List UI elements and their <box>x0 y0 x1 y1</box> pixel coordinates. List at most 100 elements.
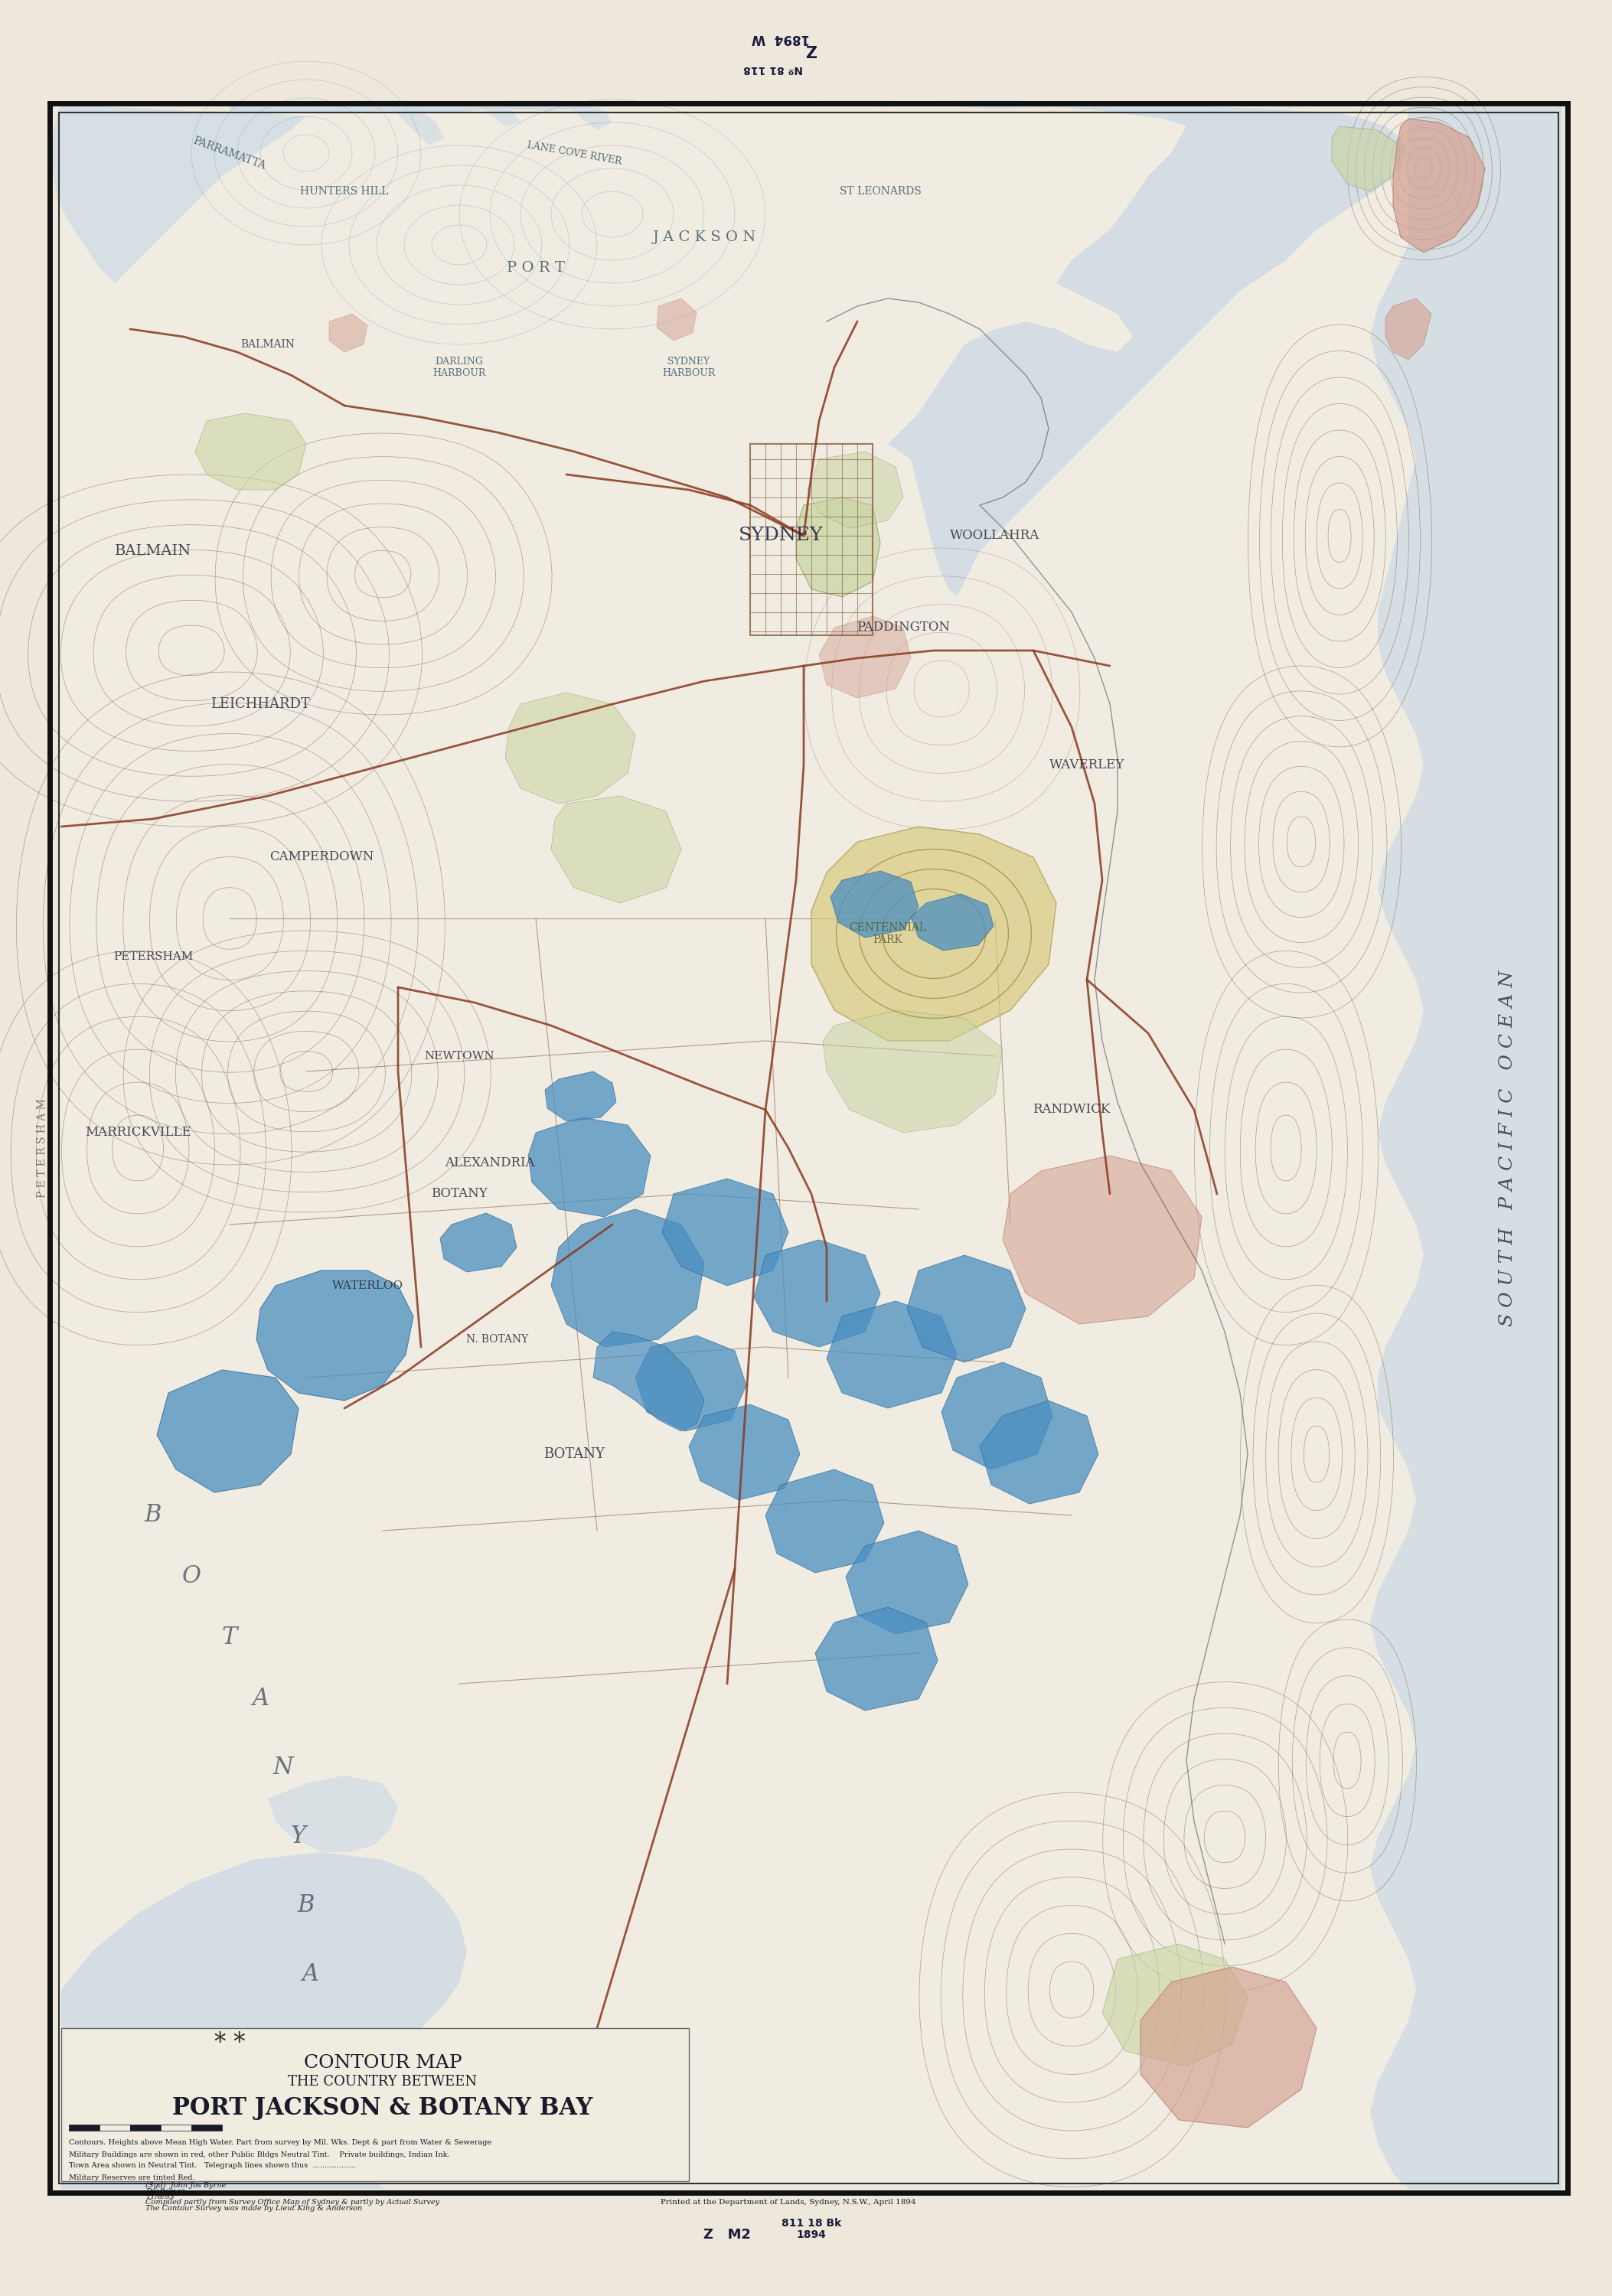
Polygon shape <box>827 1302 958 1407</box>
Text: DARLING
HARBOUR: DARLING HARBOUR <box>432 356 485 379</box>
Text: Military Reserves are tinted Red.: Military Reserves are tinted Red. <box>69 2174 195 2181</box>
Polygon shape <box>816 1607 938 1711</box>
Text: A: A <box>251 1688 269 1711</box>
Polygon shape <box>1003 1155 1201 1325</box>
Polygon shape <box>156 1371 298 1492</box>
Text: A: A <box>301 1963 319 1986</box>
Text: ST LEONARDS: ST LEONARDS <box>840 186 920 197</box>
Text: CENTENNIAL
PARK: CENTENNIAL PARK <box>850 923 927 946</box>
Bar <box>61 2027 688 2181</box>
Polygon shape <box>1141 1968 1317 2128</box>
Text: N: N <box>272 1756 293 1779</box>
Polygon shape <box>529 1118 651 1217</box>
Polygon shape <box>811 827 1056 1040</box>
Text: LANE COVE RIVER: LANE COVE RIVER <box>526 140 622 165</box>
Text: T: T <box>222 1626 237 1649</box>
Polygon shape <box>195 413 306 489</box>
Text: PADDINGTON: PADDINGTON <box>856 622 949 634</box>
Text: Y: Y <box>290 1825 306 1848</box>
Polygon shape <box>1385 298 1431 360</box>
Text: ALEXANDRIA: ALEXANDRIA <box>445 1157 535 1171</box>
Polygon shape <box>551 797 682 902</box>
Text: * *: * * <box>214 2032 245 2055</box>
Text: 11/8/93: 11/8/93 <box>145 2193 174 2200</box>
Text: WATERLOO: WATERLOO <box>332 1281 403 1290</box>
Bar <box>161 2124 192 2131</box>
Text: The Contour Survey was made by Lieut King & Anderson: The Contour Survey was made by Lieut Kin… <box>145 2204 363 2213</box>
Bar <box>192 2124 222 2131</box>
Text: J A C K S O N: J A C K S O N <box>653 230 756 243</box>
Text: CONTOUR MAP: CONTOUR MAP <box>303 2053 461 2071</box>
Polygon shape <box>505 693 635 804</box>
Text: SYDNEY: SYDNEY <box>738 528 824 544</box>
Bar <box>750 443 872 636</box>
Polygon shape <box>908 1256 1025 1362</box>
Text: PORT JACKSON & BOTANY BAY: PORT JACKSON & BOTANY BAY <box>172 2096 593 2122</box>
Polygon shape <box>911 893 993 951</box>
Text: Military Buildings are shown in red, other Public Bldgs Neutral Tint.    Private: Military Buildings are shown in red, oth… <box>69 2151 450 2158</box>
Polygon shape <box>268 1775 398 1853</box>
Text: B: B <box>298 1894 314 1917</box>
Polygon shape <box>593 1332 704 1430</box>
Text: PARRAMATTA: PARRAMATTA <box>192 135 268 172</box>
Text: 1894: 1894 <box>796 2229 827 2241</box>
Text: Draftsman: Draftsman <box>145 2188 185 2195</box>
Polygon shape <box>688 1405 800 1499</box>
Polygon shape <box>754 1240 880 1348</box>
Polygon shape <box>808 452 903 528</box>
Text: LEICHHARDT: LEICHHARDT <box>211 698 310 712</box>
Text: BALMAIN: BALMAIN <box>114 544 192 558</box>
Bar <box>100 2124 131 2131</box>
Text: CAMPERDOWN: CAMPERDOWN <box>269 852 374 863</box>
Text: (Sgd)  John Jos Byrne: (Sgd) John Jos Byrne <box>145 2181 226 2188</box>
Polygon shape <box>1332 126 1401 191</box>
Polygon shape <box>980 1401 1098 1504</box>
Text: RANDWICK: RANDWICK <box>1033 1104 1111 1116</box>
Polygon shape <box>1103 1945 1248 2066</box>
Polygon shape <box>1370 108 1562 2188</box>
Text: Nº 81 118: Nº 81 118 <box>743 64 803 73</box>
Text: Z: Z <box>806 46 817 62</box>
Text: 1894  W: 1894 W <box>751 32 809 46</box>
Polygon shape <box>796 498 880 597</box>
Text: Printed at the Department of Lands, Sydney, N.S.W., April 1894: Printed at the Department of Lands, Sydn… <box>661 2200 916 2204</box>
Polygon shape <box>1393 119 1485 253</box>
Text: WAVERLEY: WAVERLEY <box>1049 758 1125 771</box>
Bar <box>69 2124 100 2131</box>
Polygon shape <box>941 1362 1053 1469</box>
Text: S O U T H   P A C I F I C   O C E A N: S O U T H P A C I F I C O C E A N <box>1499 969 1517 1327</box>
Text: 811 18 Bk: 811 18 Bk <box>782 2218 841 2229</box>
Polygon shape <box>766 1469 883 1573</box>
Polygon shape <box>663 1178 788 1286</box>
Polygon shape <box>61 1853 467 2188</box>
Text: BOTANY: BOTANY <box>543 1446 604 1460</box>
Polygon shape <box>545 1072 616 1120</box>
Polygon shape <box>52 103 306 282</box>
Polygon shape <box>474 103 521 126</box>
Text: WOOLLAHRA: WOOLLAHRA <box>949 530 1040 542</box>
Polygon shape <box>566 103 613 131</box>
Text: Compiled partly from Survey Office Map of Sydney & partly by Actual Survey: Compiled partly from Survey Office Map o… <box>145 2200 440 2206</box>
Text: O: O <box>182 1566 202 1589</box>
Text: N. BOTANY: N. BOTANY <box>466 1334 529 1345</box>
Text: Town Area shown in Neutral Tint.   Telegraph lines shown thus  .................: Town Area shown in Neutral Tint. Telegra… <box>69 2163 356 2170</box>
Text: MARRICKVILLE: MARRICKVILLE <box>85 1127 190 1139</box>
Polygon shape <box>635 1336 746 1430</box>
Polygon shape <box>229 101 1409 597</box>
Polygon shape <box>256 1270 413 1401</box>
Text: BOTANY: BOTANY <box>430 1187 487 1201</box>
Text: HUNTERS HILL: HUNTERS HILL <box>300 186 388 197</box>
Polygon shape <box>830 870 919 937</box>
Text: B: B <box>145 1504 161 1527</box>
Polygon shape <box>656 298 696 340</box>
Text: Contours. Heights above Mean High Water. Part from survey by Mil. Wks. Dept & pa: Contours. Heights above Mean High Water.… <box>69 2140 492 2147</box>
Polygon shape <box>329 315 368 351</box>
Polygon shape <box>382 103 443 145</box>
Text: BALMAIN: BALMAIN <box>240 340 295 349</box>
Text: PETERSHAM: PETERSHAM <box>113 951 193 962</box>
Text: Z   M2: Z M2 <box>703 2227 751 2241</box>
Text: SYDNEY
HARBOUR: SYDNEY HARBOUR <box>663 356 716 379</box>
Polygon shape <box>822 1010 1003 1132</box>
Text: THE COUNTRY BETWEEN: THE COUNTRY BETWEEN <box>289 2076 477 2089</box>
Text: P O R T: P O R T <box>506 262 564 276</box>
